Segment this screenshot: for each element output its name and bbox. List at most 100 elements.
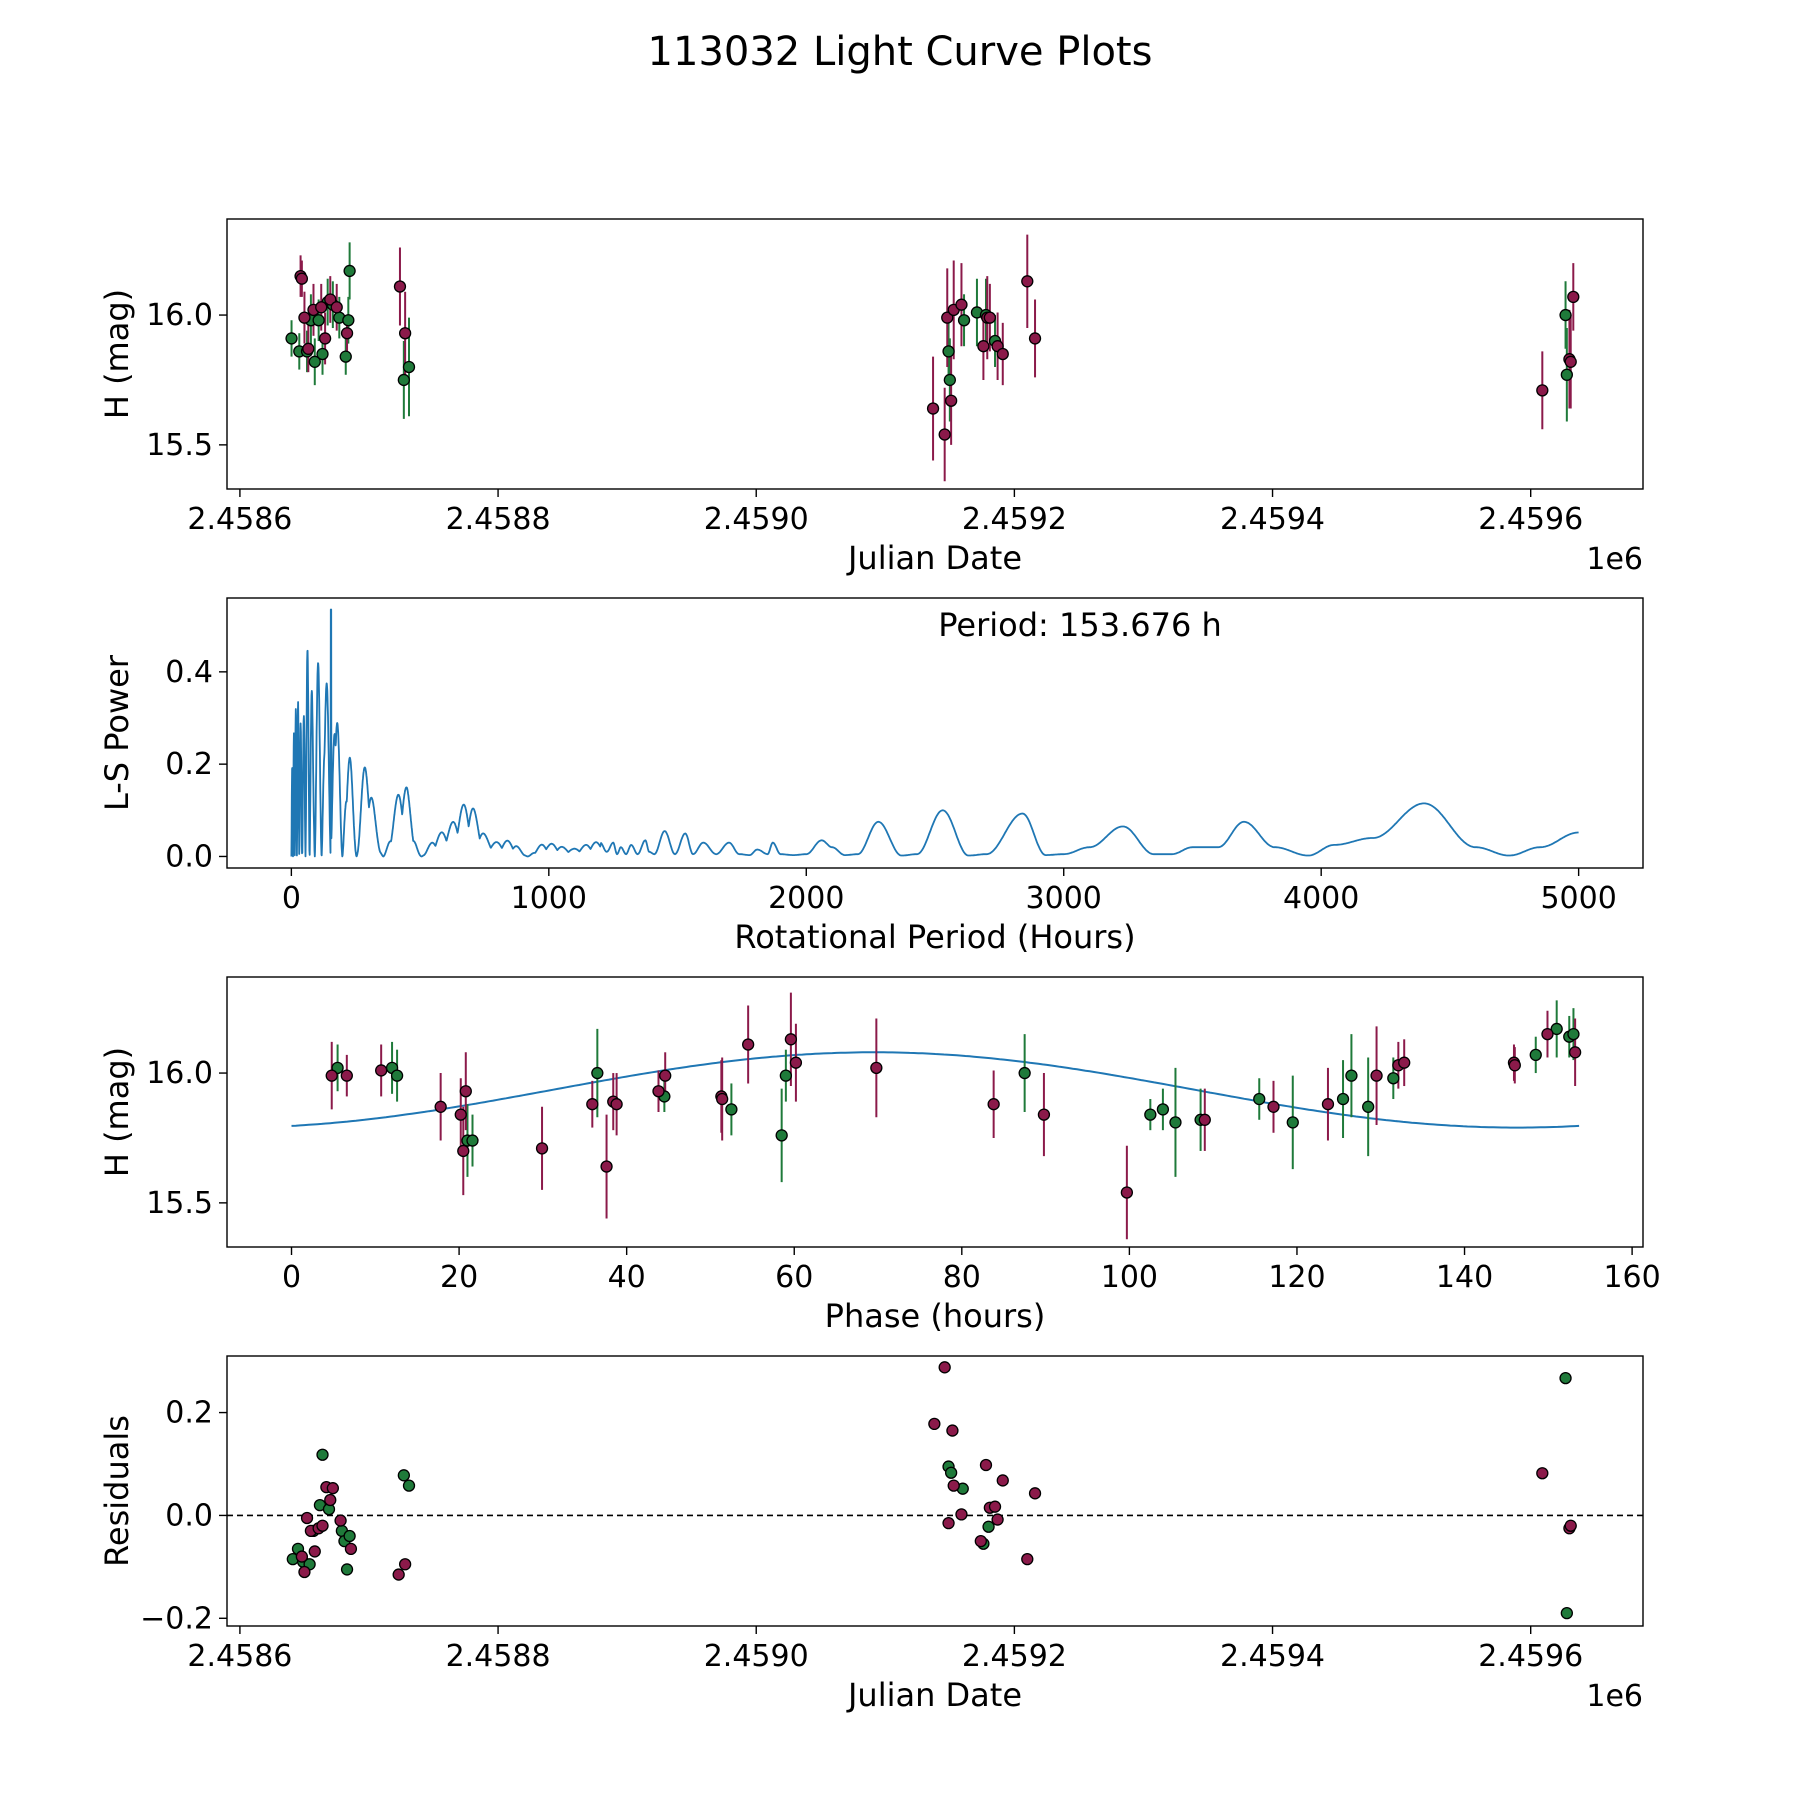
periodogram-ytick-label: 0.4 xyxy=(165,655,213,690)
phased-point-maroon xyxy=(586,1098,599,1111)
periodogram-xtick-label: 5000 xyxy=(1540,881,1616,916)
phased-xlabel: Phase (hours) xyxy=(825,1297,1046,1335)
residuals-xtick-label: 2.4596 xyxy=(1478,1639,1583,1674)
lightcurve-point-maroon xyxy=(926,402,940,415)
phased-xtick-label: 140 xyxy=(1436,1260,1493,1295)
phased-point-green xyxy=(1362,1100,1375,1113)
lightcurve-point-green xyxy=(285,332,298,345)
lightcurve-point-maroon xyxy=(298,311,311,324)
phased-point-green xyxy=(591,1066,604,1080)
periodogram-line xyxy=(290,608,1579,858)
residuals-point-maroon xyxy=(344,1542,358,1556)
phased-xtick-label: 60 xyxy=(775,1260,813,1295)
phased-point-green xyxy=(1550,1022,1563,1036)
phased-point-maroon xyxy=(1541,1027,1554,1041)
periodogram-xtick-label: 3000 xyxy=(1026,881,1102,916)
periodogram-xtick-label: 1000 xyxy=(511,881,587,916)
periodogram-xlabel: Rotational Period (Hours) xyxy=(734,918,1135,956)
residuals-point-maroon xyxy=(979,1458,993,1472)
phased-point-maroon xyxy=(600,1160,613,1173)
residuals-point-maroon xyxy=(392,1568,405,1581)
lightcurve-point-maroon xyxy=(955,298,968,311)
residuals-point-maroon xyxy=(996,1474,1009,1487)
phased-point-maroon xyxy=(454,1108,467,1121)
lightcurve-point-maroon xyxy=(1028,332,1042,345)
periodogram-ytick-label: 0.0 xyxy=(165,839,213,874)
phased-point-green xyxy=(1567,1027,1580,1041)
lightcurve-point-maroon xyxy=(330,301,343,314)
lightcurve-xlabel: Julian Date xyxy=(846,539,1022,577)
phased-point-maroon xyxy=(1321,1098,1335,1111)
phased-point-maroon xyxy=(457,1144,470,1158)
lightcurve-point-maroon xyxy=(1021,275,1034,288)
residuals-point-green xyxy=(402,1479,416,1492)
phased-xtick-label: 80 xyxy=(943,1260,981,1295)
residuals-axes: 2.4586 2.4588 2.4590 2.4592 2.4594 2.4596 −0.2… xyxy=(98,1355,1644,1714)
residuals-point-green xyxy=(340,1563,354,1576)
lightcurve-point-green xyxy=(397,373,410,387)
residuals-point-maroon xyxy=(947,1479,960,1492)
lightcurve-point-maroon xyxy=(318,332,332,345)
phased-xtick-label: 20 xyxy=(440,1260,478,1295)
phased-point-green xyxy=(466,1134,479,1147)
residuals-point-maroon xyxy=(942,1516,955,1530)
model-fit-line xyxy=(291,1051,1580,1129)
phased-xtick-label: 40 xyxy=(608,1260,646,1295)
periodogram-frame xyxy=(226,597,1644,869)
residuals-xtick-label: 2.4588 xyxy=(446,1639,551,1674)
phased-point-green xyxy=(1336,1092,1350,1106)
periodogram-xtick-label: 0 xyxy=(282,881,301,916)
lightcurve-point-maroon xyxy=(295,272,309,285)
residuals-point-maroon xyxy=(398,1558,412,1571)
subplots: 2.4586 2.4588 2.4590 2.4592 2.4594 2.4596 15.5… xyxy=(98,218,1661,1714)
residuals-point-maroon xyxy=(1021,1552,1034,1566)
lightcurve-xtick-label: 2.4592 xyxy=(962,502,1067,537)
lightcurve-point-green xyxy=(308,355,321,368)
period-annotation: Period: 153.676 h xyxy=(938,606,1222,644)
residuals-point-green xyxy=(982,1520,995,1533)
lightcurve-xtick-label: 2.4588 xyxy=(446,502,551,537)
periodogram-axes: 0 1000 2000 3000 4000 5000 0.0 0.2 0.4 Rotational… xyxy=(98,597,1644,956)
lightcurve-point-green xyxy=(402,360,416,374)
phased-point-green xyxy=(1253,1092,1266,1106)
phased-frame xyxy=(226,976,1644,1248)
residuals-xtick-label: 2.4590 xyxy=(704,1639,809,1674)
phased-point-maroon xyxy=(789,1056,803,1069)
phased-point-maroon xyxy=(1120,1186,1134,1199)
residuals-point-maroon xyxy=(300,1511,314,1525)
phased-point-green xyxy=(1144,1108,1157,1121)
residuals-point-maroon xyxy=(974,1534,987,1548)
residuals-point-green xyxy=(397,1469,410,1482)
phased-xtick-label: 0 xyxy=(282,1260,301,1295)
phased-point-green xyxy=(390,1069,404,1082)
residuals-point-maroon xyxy=(1564,1519,1577,1532)
residuals-ytick-label: −0.2 xyxy=(140,1601,213,1636)
lightcurve-point-maroon xyxy=(938,428,951,441)
residuals-ytick-label: 0.0 xyxy=(165,1498,213,1533)
residuals-point-maroon xyxy=(326,1482,339,1495)
lightcurve-point-green xyxy=(1560,368,1573,381)
lightcurve-point-maroon xyxy=(977,340,990,353)
phased-point-green xyxy=(1169,1116,1182,1129)
phased-point-maroon xyxy=(1267,1100,1280,1113)
phased-point-green xyxy=(725,1103,738,1116)
phased-point-maroon xyxy=(1398,1056,1411,1069)
phased-point-maroon xyxy=(610,1098,623,1111)
lightcurve-point-maroon xyxy=(340,327,354,340)
phased-point-green xyxy=(1156,1103,1170,1116)
residuals-point-green xyxy=(1559,1371,1572,1385)
residuals-point-maroon xyxy=(938,1361,951,1374)
residuals-ytick-label: 0.2 xyxy=(165,1396,213,1431)
residuals-point-maroon xyxy=(298,1565,311,1579)
periodogram-ytick-label: 0.2 xyxy=(165,747,213,782)
periodogram-ylabel: L-S Power xyxy=(98,654,136,811)
lightcurve-ytick-label: 16.0 xyxy=(146,298,213,333)
lightcurve-frame xyxy=(226,218,1644,490)
phased-xtick-label: 160 xyxy=(1603,1260,1660,1295)
lightcurve-ylabel: H (mag) xyxy=(98,289,136,419)
phased-point-green xyxy=(779,1069,793,1082)
lightcurve-point-maroon xyxy=(302,342,315,355)
phased-axes: 0 20 40 60 80 100 120 140 160 15.5 16.0 Phase (hour… xyxy=(98,976,1661,1335)
